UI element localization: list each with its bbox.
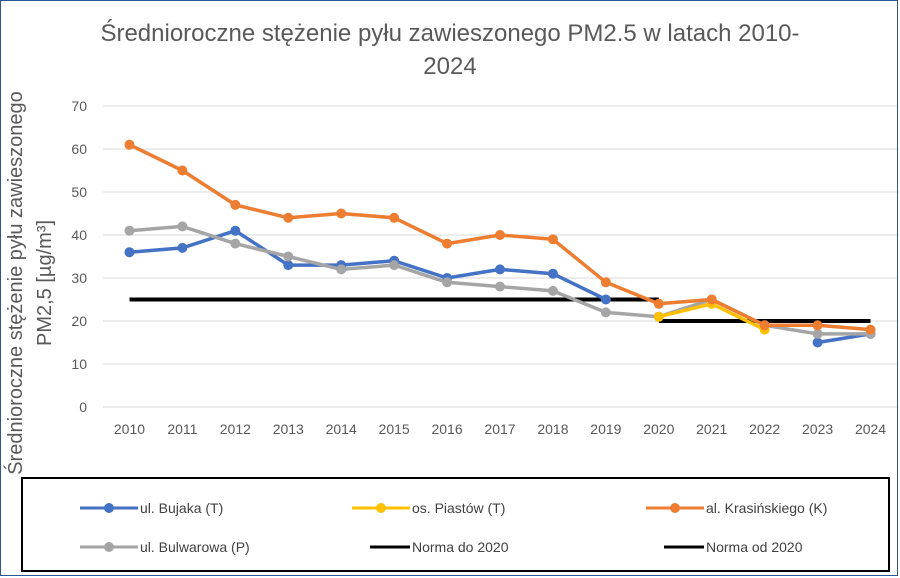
data-point-ul-bulwarowa-p: [495, 281, 505, 292]
data-point-ul-bujaka-t: [177, 242, 188, 253]
data-point-al-krasi-skiego-k: [865, 324, 876, 335]
x-tick-label: 2017: [484, 421, 515, 437]
x-tick-label: 2014: [326, 421, 357, 437]
data-point-al-krasi-skiego-k: [547, 234, 558, 245]
data-point-ul-bulwarowa-p: [389, 260, 400, 271]
x-tick-label: 2021: [696, 421, 727, 437]
x-tick-label: 2011: [167, 421, 197, 437]
data-point-ul-bulwarowa-p: [547, 285, 558, 296]
data-point-ul-bujaka-t: [495, 264, 505, 275]
data-point-al-krasi-skiego-k: [124, 139, 135, 150]
data-point-al-krasi-skiego-k: [442, 238, 453, 249]
data-point-al-krasi-skiego-k: [177, 165, 188, 176]
y-tick-label: 40: [71, 227, 87, 243]
data-point-al-krasi-skiego-k: [812, 320, 823, 331]
legend-swatch-bulwarowa: [80, 542, 138, 552]
legend-label-krasinskiego: al. Krasińskiego (K): [706, 500, 828, 516]
legend-swatch-krasinskiego: [646, 503, 704, 513]
legend-item-norma-od-2020: Norma od 2020: [644, 537, 803, 557]
y-axis-title-line-1: Średnioroczne stężenie pyłu zawieszonego: [3, 91, 27, 475]
data-point-al-krasi-skiego-k: [600, 277, 611, 288]
data-point-al-krasi-skiego-k: [389, 212, 400, 223]
legend-swatch-norma-od-2020: [664, 545, 704, 549]
data-point-al-krasi-skiego-k: [283, 212, 294, 223]
data-point-al-krasi-skiego-k: [495, 230, 505, 240]
legend-label-piastow: os. Piastów (T): [412, 500, 506, 516]
legend-item-bulwarowa: ul. Bulwarowa (P): [78, 537, 250, 557]
y-tick-label: 70: [71, 98, 87, 114]
data-point-ul-bulwarowa-p: [230, 238, 241, 249]
legend-item-krasinskiego: al. Krasińskiego (K): [644, 498, 827, 518]
legend: ul. Bujaka (T) os. Piastów (T) al. Krasi…: [21, 477, 890, 572]
x-tick-label: 2015: [379, 421, 410, 437]
legend-item-piastow: os. Piastów (T): [350, 498, 505, 518]
data-point-ul-bujaka-t: [547, 268, 558, 279]
legend-item-bujaka: ul. Bujaka (T): [78, 498, 223, 518]
data-point-al-krasi-skiego-k: [230, 199, 241, 210]
x-tick-label: 2019: [590, 421, 621, 437]
chart-plot: 0 10 20 30 40 50 60 70 2010 2011 2012 2013 2014 2015…: [3, 91, 897, 475]
legend-item-norma-do-2020: Norma do 2020: [350, 537, 509, 557]
chart-title-line-2: 2024: [423, 53, 477, 80]
data-point-ul-bulwarowa-p: [124, 225, 135, 236]
data-point-os-piast-w-t: [653, 311, 664, 322]
data-point-ul-bulwarowa-p: [812, 328, 823, 339]
data-point-ul-bujaka-t: [124, 247, 135, 258]
data-point-ul-bulwarowa-p: [600, 307, 611, 318]
data-point-al-krasi-skiego-k: [759, 320, 770, 331]
x-axis-ticks: 2010 2011 2012 2013 2014 2015 2016 2017 2018 2019…: [114, 421, 886, 437]
data-point-al-krasi-skiego-k: [336, 208, 347, 219]
x-tick-label: 2012: [220, 421, 251, 437]
x-tick-label: 2023: [802, 421, 833, 437]
series-lines: [124, 139, 876, 348]
series-line-ul-bujaka-t: [129, 228, 607, 302]
x-tick-label: 2024: [855, 421, 886, 437]
legend-label-bulwarowa: ul. Bulwarowa (P): [140, 539, 250, 555]
y-tick-label: 20: [71, 313, 87, 329]
y-tick-label: 0: [79, 399, 87, 415]
y-tick-label: 60: [71, 141, 87, 157]
x-tick-label: 2022: [749, 421, 780, 437]
y-tick-label: 10: [71, 356, 87, 372]
y-tick-label: 50: [71, 184, 87, 200]
data-point-ul-bujaka-t: [812, 337, 823, 348]
data-point-ul-bulwarowa-p: [336, 264, 347, 275]
legend-label-norma-od-2020: Norma od 2020: [706, 539, 803, 555]
data-point-ul-bulwarowa-p: [283, 251, 294, 262]
y-tick-label: 30: [71, 270, 87, 286]
chart-title-line-1: Średnioroczne stężenie pyłu zawieszonego…: [100, 20, 800, 47]
y-axis-title-line-2: PM2,5 [µg/m³]: [34, 220, 56, 346]
data-point-ul-bulwarowa-p: [442, 277, 453, 288]
gridlines: [103, 105, 897, 408]
x-tick-label: 2018: [537, 421, 568, 437]
y-axis-title: Średnioroczne stężenie pyłu zawieszonego…: [3, 91, 56, 475]
legend-label-bujaka: ul. Bujaka (T): [140, 500, 224, 516]
data-point-ul-bujaka-t: [230, 225, 241, 236]
legend-swatch-piastow: [352, 503, 410, 513]
y-axis-ticks: 0 10 20 30 40 50 60 70: [71, 98, 87, 415]
data-point-ul-bulwarowa-p: [177, 221, 188, 232]
data-point-al-krasi-skiego-k: [706, 294, 717, 305]
legend-swatch-norma-do-2020: [370, 545, 410, 549]
x-tick-label: 2010: [114, 421, 145, 437]
x-tick-label: 2020: [643, 421, 674, 437]
legend-label-norma-do-2020: Norma do 2020: [412, 539, 509, 555]
data-point-al-krasi-skiego-k: [653, 298, 664, 309]
data-point-ul-bujaka-t: [600, 294, 611, 305]
data-point-ul-bujaka-t: [283, 260, 294, 271]
x-tick-label: 2013: [273, 421, 304, 437]
legend-swatch-bujaka: [80, 503, 138, 513]
series-line-ul-bulwarowa-p: [129, 224, 871, 336]
x-tick-label: 2016: [431, 421, 462, 437]
